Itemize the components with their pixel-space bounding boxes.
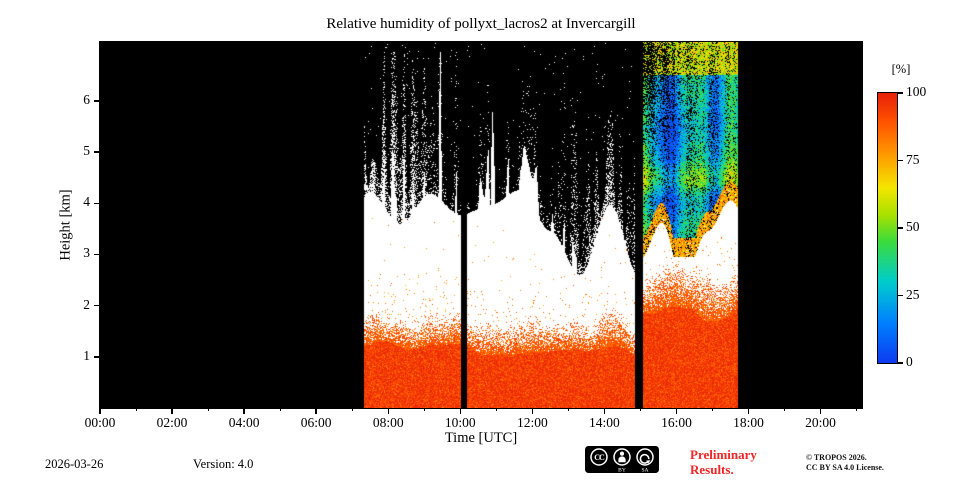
x-tick-label: 04:00: [228, 415, 260, 430]
x-minor-tick: [567, 408, 569, 411]
x-tick-label: 06:00: [300, 415, 332, 430]
x-tick: [819, 408, 822, 414]
copyright-line-2: CC BY SA 4.0 License.: [806, 462, 884, 472]
heatmap-canvas: [99, 41, 862, 408]
y-tick-label: 6: [83, 91, 90, 107]
x-tick: [99, 408, 101, 414]
x-tick: [603, 408, 606, 414]
cc-icon: [590, 448, 608, 466]
y-tick: [94, 151, 100, 153]
badge-sa-label: SA: [641, 468, 648, 474]
y-tick: [94, 202, 100, 204]
colorbar-tick: [898, 227, 903, 229]
colorbar-label: [%]: [891, 62, 911, 76]
x-minor-tick: [639, 408, 641, 411]
y-tick: [94, 100, 100, 102]
x-tick-label: 08:00: [372, 415, 404, 430]
x-tick-label: 02:00: [156, 415, 188, 430]
y-tick-label: 4: [83, 194, 90, 210]
y-tick: [94, 356, 100, 358]
x-minor-tick: [711, 408, 713, 411]
x-minor-tick: [495, 408, 497, 411]
x-minor-tick: [279, 408, 281, 411]
y-tick-label: 3: [83, 245, 90, 261]
colorbar-tick-label: 50: [906, 219, 920, 234]
sa-arrow-icon: [636, 448, 654, 466]
y-tick: [94, 253, 100, 256]
x-tick: [171, 408, 173, 414]
x-minor-tick: [207, 408, 209, 411]
copyright-line-1: © TROPOS 2026.: [806, 453, 867, 462]
version-label: Version: 4.0: [193, 457, 254, 471]
preliminary-line-1: Preliminary: [690, 447, 757, 462]
x-tick: [531, 408, 534, 414]
chart-title: Relative humidity of pollyxt_lacros2 at …: [326, 16, 636, 32]
badge-by-label: BY: [618, 468, 626, 474]
colorbar-tick-label: 100: [906, 84, 927, 99]
colorbar-tick-label: 0: [906, 354, 913, 369]
y-tick-label: 5: [83, 143, 90, 159]
x-minor-tick: [423, 408, 425, 411]
copyright-note: © TROPOS 2026. CC BY SA 4.0 License.: [806, 453, 884, 472]
x-tick: [387, 408, 389, 414]
y-tick: [94, 304, 100, 307]
x-tick: [675, 408, 678, 414]
x-tick-label: 20:00: [805, 415, 836, 430]
cc-license-badge: CC BY SA: [585, 446, 659, 473]
colorbar-tick: [898, 294, 903, 297]
x-tick-label: 18:00: [733, 415, 764, 430]
colorbar-canvas: [877, 92, 897, 363]
y-tick-label: 2: [83, 296, 90, 312]
colorbar: [876, 91, 898, 364]
x-minor-tick: [856, 408, 858, 411]
x-minor-tick: [351, 408, 353, 411]
cc-icon-text: CC: [594, 453, 605, 462]
x-tick-label: 10:00: [444, 415, 476, 430]
x-tick: [747, 408, 750, 414]
colorbar-tick: [898, 159, 903, 162]
measurement-date: 2026-03-26: [45, 457, 104, 471]
x-tick: [459, 408, 461, 414]
x-minor-tick: [135, 408, 137, 411]
x-tick: [315, 408, 317, 414]
colorbar-tick: [898, 362, 903, 364]
x-tick-label: 16:00: [661, 415, 692, 430]
preliminary-results-note: Preliminary Results.: [690, 447, 757, 477]
plot-area: [98, 40, 863, 409]
by-person-icon: [613, 448, 631, 466]
colorbar-tick: [898, 92, 903, 94]
colorbar-tick-label: 75: [906, 151, 920, 167]
x-tick: [243, 408, 245, 414]
x-axis-label: Time [UTC]: [444, 430, 518, 446]
colorbar-tick-label: 25: [906, 286, 920, 302]
x-tick-label: 00:00: [84, 415, 116, 430]
x-minor-tick: [784, 408, 786, 411]
x-tick-label: 14:00: [589, 415, 620, 430]
preliminary-line-2: Results.: [690, 461, 734, 477]
y-tick-label: 1: [83, 347, 90, 363]
x-tick-label: 12:00: [516, 415, 548, 430]
